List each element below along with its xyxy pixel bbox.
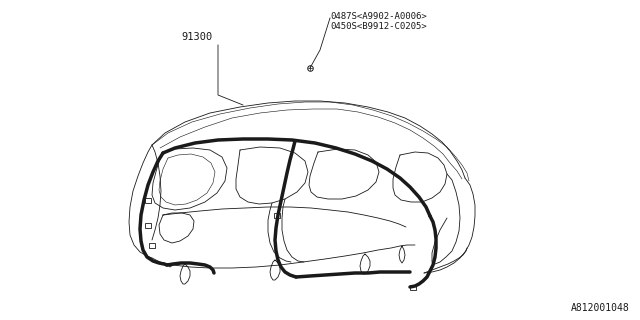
FancyBboxPatch shape [145, 222, 151, 228]
FancyBboxPatch shape [149, 243, 155, 247]
FancyBboxPatch shape [410, 284, 416, 290]
Text: 0450S<B9912-C0205>: 0450S<B9912-C0205> [330, 22, 427, 31]
FancyBboxPatch shape [145, 197, 151, 203]
FancyBboxPatch shape [274, 212, 280, 218]
Text: 0487S<A9902-A0006>: 0487S<A9902-A0006> [330, 12, 427, 21]
Text: A812001048: A812001048 [572, 303, 630, 313]
Text: 91300: 91300 [181, 32, 212, 42]
